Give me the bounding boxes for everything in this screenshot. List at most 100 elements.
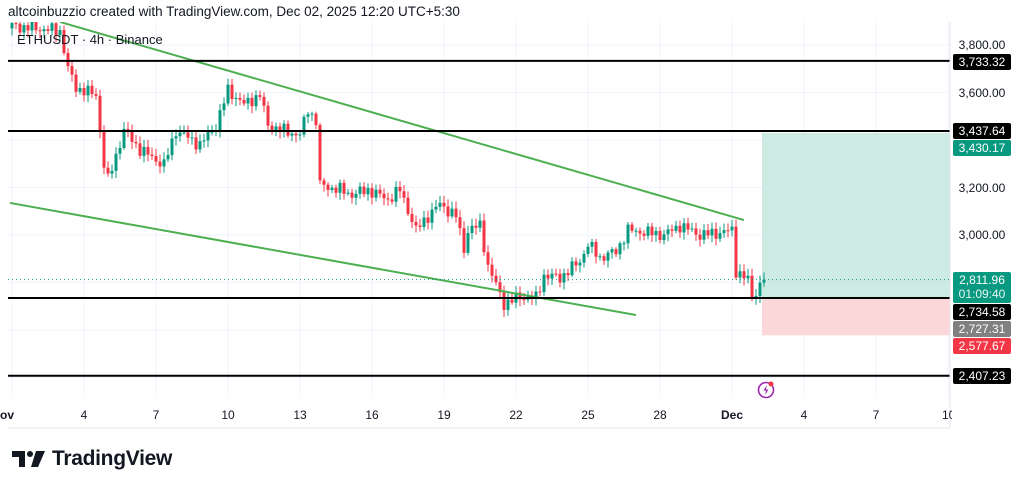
candle-body	[298, 134, 302, 136]
candle	[222, 97, 226, 117]
tradingview-logo-text: TradingView	[52, 447, 173, 470]
candle-body	[730, 226, 734, 231]
time-tick-label: Nov	[0, 408, 14, 422]
candle	[406, 191, 410, 217]
candle-body	[170, 138, 174, 156]
candle-body	[674, 225, 678, 231]
time-tick-label: 4	[800, 408, 808, 422]
candle-body	[570, 261, 574, 276]
candle	[718, 226, 722, 242]
candle-body	[94, 93, 98, 96]
candle	[410, 207, 414, 228]
candle-body	[22, 25, 26, 33]
candle	[670, 224, 674, 237]
candle-body	[294, 133, 298, 136]
lightning-event-icon[interactable]	[756, 379, 776, 399]
candle	[358, 182, 362, 199]
candle-body	[726, 230, 730, 232]
candle-body	[166, 155, 170, 160]
time-tick-label: 10	[221, 408, 235, 422]
candle	[710, 222, 714, 243]
candle-body	[242, 99, 246, 104]
trendline-upper	[59, 22, 745, 221]
candle	[574, 257, 578, 272]
candle	[350, 188, 354, 204]
candle	[82, 82, 86, 102]
candle	[26, 22, 30, 38]
candle	[242, 94, 246, 107]
candle-body	[494, 275, 498, 283]
candle	[46, 25, 50, 35]
candle	[74, 69, 78, 97]
candle-body	[198, 141, 202, 150]
candle	[386, 192, 390, 206]
candle	[634, 227, 638, 237]
candle-body	[246, 97, 250, 104]
time-tick-label: 19	[437, 408, 451, 422]
candle	[446, 199, 450, 223]
level-price-label: 3,733.32	[953, 54, 1011, 70]
candle	[586, 243, 590, 258]
candle	[646, 222, 650, 240]
candle	[706, 223, 710, 240]
symbol-legend[interactable]: ETHUSDT · 4h · Binance	[17, 32, 163, 47]
candle-body	[746, 275, 750, 279]
candle	[654, 226, 658, 242]
candle	[230, 78, 234, 105]
candle	[682, 217, 686, 240]
candle	[170, 131, 174, 161]
candle	[138, 136, 142, 159]
candle-body	[110, 170, 114, 174]
candle-body	[590, 242, 594, 247]
candle	[238, 92, 242, 106]
candle-body	[34, 22, 38, 31]
candle-body	[402, 191, 406, 198]
candle	[366, 183, 370, 201]
candle-body	[546, 274, 550, 279]
candle-body	[286, 123, 290, 136]
candle	[378, 184, 382, 198]
candle	[334, 184, 338, 198]
long-position-profit-zone	[762, 132, 950, 299]
candle-body	[670, 229, 674, 231]
candle-body	[14, 23, 18, 25]
candle	[150, 147, 154, 160]
candle	[482, 213, 486, 256]
candle-body	[70, 66, 74, 75]
candle	[558, 269, 562, 288]
candle-body	[370, 188, 374, 198]
candle	[582, 250, 586, 268]
candle-body	[178, 132, 182, 137]
candle-body	[702, 230, 706, 240]
candle-body	[450, 208, 454, 217]
candle	[330, 184, 334, 194]
candle-body	[138, 143, 142, 156]
candle-body	[158, 161, 162, 167]
candle-body	[394, 186, 398, 202]
candle	[346, 188, 350, 196]
candle	[38, 26, 42, 38]
candle-body	[314, 113, 318, 126]
candle	[578, 258, 582, 273]
candle-body	[634, 230, 638, 232]
tradingview-logo[interactable]: TradingView	[12, 447, 172, 471]
candle-body	[382, 193, 386, 199]
candle-body	[434, 206, 438, 210]
candle-body	[762, 279, 766, 283]
candle-body	[302, 116, 306, 135]
candle	[314, 111, 318, 130]
candle	[678, 220, 682, 238]
time-tick-label: Dec	[720, 408, 744, 422]
candle	[302, 114, 306, 138]
candle-body	[194, 137, 198, 150]
candle-body	[646, 226, 650, 236]
candle	[14, 22, 18, 30]
candle-body	[330, 187, 334, 191]
candle	[698, 228, 702, 247]
candle-body	[422, 217, 426, 227]
candle	[78, 82, 82, 95]
candle-body	[534, 291, 538, 299]
candle	[618, 241, 622, 260]
candle-body	[282, 123, 286, 132]
